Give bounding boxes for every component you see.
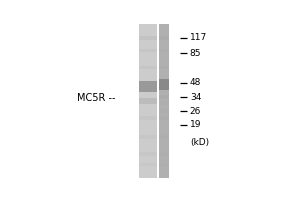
- Bar: [159, 95, 169, 99]
- Bar: [157, 24, 159, 178]
- Bar: [159, 135, 169, 139]
- Bar: [159, 101, 169, 105]
- Bar: [139, 24, 157, 178]
- Bar: [159, 66, 169, 69]
- Text: 85: 85: [190, 49, 201, 58]
- Text: (kD): (kD): [190, 138, 209, 147]
- Bar: [159, 49, 169, 52]
- Text: 117: 117: [190, 33, 207, 42]
- Bar: [159, 163, 169, 166]
- Bar: [139, 81, 157, 92]
- Bar: [139, 116, 157, 120]
- Bar: [159, 36, 169, 40]
- Bar: [159, 24, 169, 178]
- Bar: [159, 109, 169, 113]
- Text: 34: 34: [190, 93, 201, 102]
- Bar: [139, 152, 157, 156]
- Bar: [139, 49, 157, 52]
- Bar: [139, 98, 157, 104]
- Bar: [139, 163, 157, 166]
- Text: 19: 19: [190, 120, 201, 129]
- Bar: [159, 116, 169, 120]
- Bar: [139, 66, 157, 69]
- Bar: [139, 135, 157, 139]
- Bar: [159, 79, 169, 90]
- Bar: [159, 152, 169, 156]
- Bar: [139, 36, 157, 40]
- Text: 26: 26: [190, 107, 201, 116]
- Text: 48: 48: [190, 78, 201, 87]
- Text: MC5R --: MC5R --: [77, 93, 116, 103]
